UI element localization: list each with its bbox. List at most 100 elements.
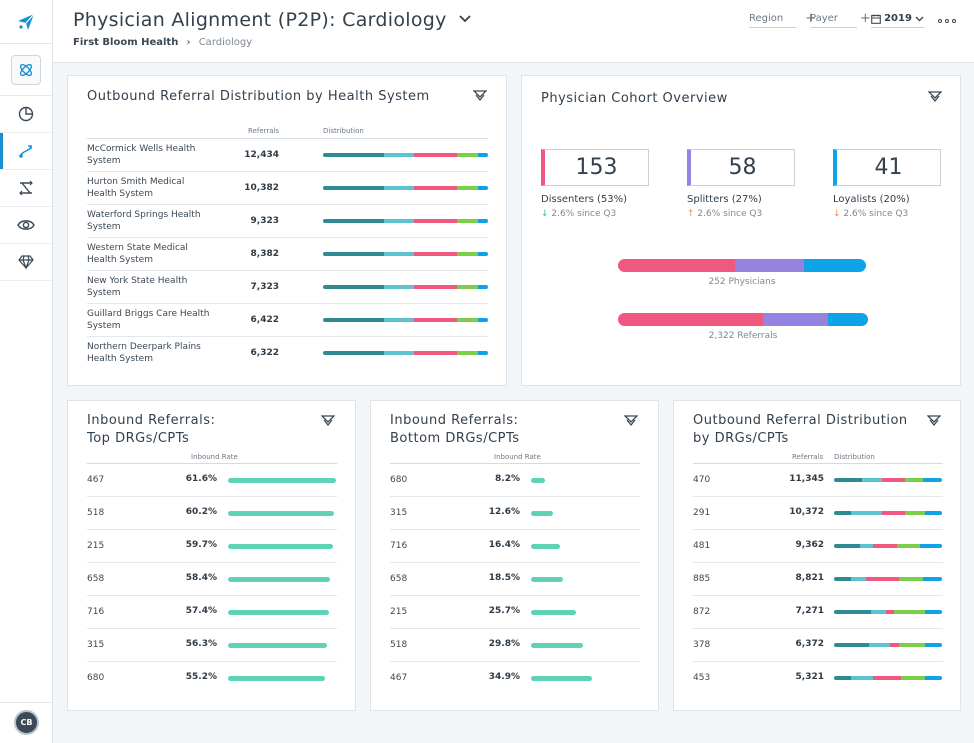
referrals-count: 2,322 Referrals (708, 331, 778, 341)
table-row[interactable]: 315 12.6% (390, 497, 640, 530)
table-row[interactable]: Hurton Smith Medical Health System 10,382 (87, 172, 488, 205)
distribution-segment (413, 285, 457, 289)
more-options-icon[interactable] (938, 18, 956, 23)
sidebar-item-referrals[interactable] (0, 133, 52, 170)
health-system-name: Waterford Springs Health System (87, 210, 201, 232)
table-row[interactable]: 885 8,821 (693, 563, 943, 596)
distribution-segment (834, 643, 869, 647)
drg-code: 680 (390, 475, 408, 485)
arrow-down-icon: ↓ (833, 209, 844, 219)
table-row[interactable]: Western State Medical Health System 8,382 (87, 238, 488, 271)
stack-segment (618, 313, 763, 326)
table-row[interactable]: 467 61.6% (87, 464, 337, 497)
distribution-segment (478, 219, 488, 223)
distribution-segment (834, 544, 860, 548)
distribution-segment (924, 610, 942, 614)
table-row[interactable]: 872 7,271 (693, 596, 943, 629)
payer-filter-label: Payer (810, 13, 838, 24)
distribution-segment (890, 643, 899, 647)
table-row[interactable]: 680 8.2% (390, 464, 640, 497)
inbound-rate-bar (228, 676, 325, 681)
table-row[interactable]: 716 16.4% (390, 530, 640, 563)
table-row[interactable]: 291 10,372 (693, 497, 943, 530)
filter-icon[interactable] (927, 415, 941, 427)
table-row[interactable]: 518 60.2% (87, 497, 337, 530)
column-header-referrals: Referrals (792, 453, 824, 461)
table-row[interactable]: 518 29.8% (390, 629, 640, 662)
app-logo[interactable] (0, 0, 52, 44)
filter-icon[interactable] (321, 415, 335, 427)
table-row[interactable]: 467 34.9% (390, 662, 640, 695)
drg-code: 315 (87, 640, 105, 650)
breadcrumb-org[interactable]: First Bloom Health (73, 37, 179, 48)
table-row[interactable]: Northern Deerpark Plains Health System 6,… (87, 337, 488, 370)
distribution-bar (323, 153, 488, 157)
referral-count: 10,382 (244, 183, 279, 193)
year-filter[interactable]: 2019 (871, 13, 924, 28)
inbound-rate-bar (531, 610, 577, 615)
apps-switcher[interactable] (0, 44, 52, 96)
payer-filter[interactable]: Payer + (810, 12, 871, 28)
chevron-right-icon: › (186, 37, 191, 48)
table-row[interactable]: Guillard Briggs Care Health System 6,422 (87, 304, 488, 337)
inbound-bottom-card: Inbound Referrals: Bottom DRGs/CPTs Inbo… (370, 400, 659, 711)
table-row[interactable]: 658 58.4% (87, 563, 337, 596)
distribution-segment (851, 577, 867, 581)
distribution-bar (834, 577, 942, 581)
distribution-segment (862, 478, 882, 482)
table-row[interactable]: 658 18.5% (390, 563, 640, 596)
table-row[interactable]: 470 11,345 (693, 464, 943, 497)
distribution-bar (834, 643, 942, 647)
inbound-rate-bar (228, 478, 336, 483)
distribution-segment (834, 478, 863, 482)
table-row[interactable]: Waterford Springs Health System 9,323 (87, 205, 488, 238)
inbound-rate-bar (228, 511, 334, 516)
table-row[interactable]: 378 6,372 (693, 629, 943, 662)
distribution-segment (413, 186, 457, 190)
table-row[interactable]: 481 9,362 (693, 530, 943, 563)
physicians-stacked-bar (618, 259, 866, 272)
stack-segment (828, 313, 868, 326)
inbound-rate: 12.6% (488, 507, 520, 517)
table-row[interactable]: 215 59.7% (87, 530, 337, 563)
distribution-segment (905, 478, 923, 482)
sidebar-item-overview[interactable] (0, 96, 52, 133)
referral-count: 12,434 (244, 150, 279, 160)
table-row[interactable]: McCormick Wells Health System 12,434 (87, 139, 488, 172)
health-system-name: McCormick Wells Health System (87, 144, 196, 166)
cohort-label: Splitters (27%) (687, 194, 762, 205)
referral-count: 8,382 (250, 249, 279, 259)
filter-icon[interactable] (624, 415, 638, 427)
filter-icon[interactable] (928, 91, 942, 103)
distribution-bar (323, 186, 488, 190)
distribution-segment (413, 252, 457, 256)
chevron-down-icon (459, 15, 471, 23)
sidebar-item-network[interactable] (0, 170, 52, 207)
table-row[interactable]: 315 56.3% (87, 629, 337, 662)
inbound-top-card: Inbound Referrals: Top DRGs/CPTs Inbound… (67, 400, 356, 711)
page-title-text: Physician Alignment (P2P): Cardiology (73, 9, 447, 31)
distribution-segment (456, 186, 479, 190)
drg-code: 291 (693, 508, 711, 518)
distribution-segment (851, 676, 873, 680)
inbound-rate-bar (531, 577, 564, 582)
avatar[interactable]: CB (14, 710, 39, 735)
table-row[interactable]: 453 5,321 (693, 662, 943, 695)
region-filter[interactable]: Region + (749, 12, 816, 28)
sidebar-item-value[interactable] (0, 244, 52, 281)
table-row[interactable]: 680 55.2% (87, 662, 337, 695)
sidebar-item-watch[interactable] (0, 207, 52, 244)
cohort-delta: ↓ 2.6% since Q3 (833, 209, 908, 219)
filter-icon[interactable] (473, 90, 487, 102)
distribution-segment (456, 252, 479, 256)
distribution-segment (478, 318, 488, 322)
drg-code: 658 (87, 574, 105, 584)
column-header-inbound-rate: Inbound Rate (191, 453, 238, 461)
table-row[interactable]: 215 25.7% (390, 596, 640, 629)
table-row[interactable]: 716 57.4% (87, 596, 337, 629)
table-row[interactable]: New York State Health System 7,323 (87, 271, 488, 304)
page-title[interactable]: Physician Alignment (P2P): Cardiology (73, 9, 471, 31)
distribution-segment (834, 511, 852, 515)
card-title-line2: by DRGs/CPTs (693, 431, 789, 446)
logo-icon (18, 13, 35, 30)
